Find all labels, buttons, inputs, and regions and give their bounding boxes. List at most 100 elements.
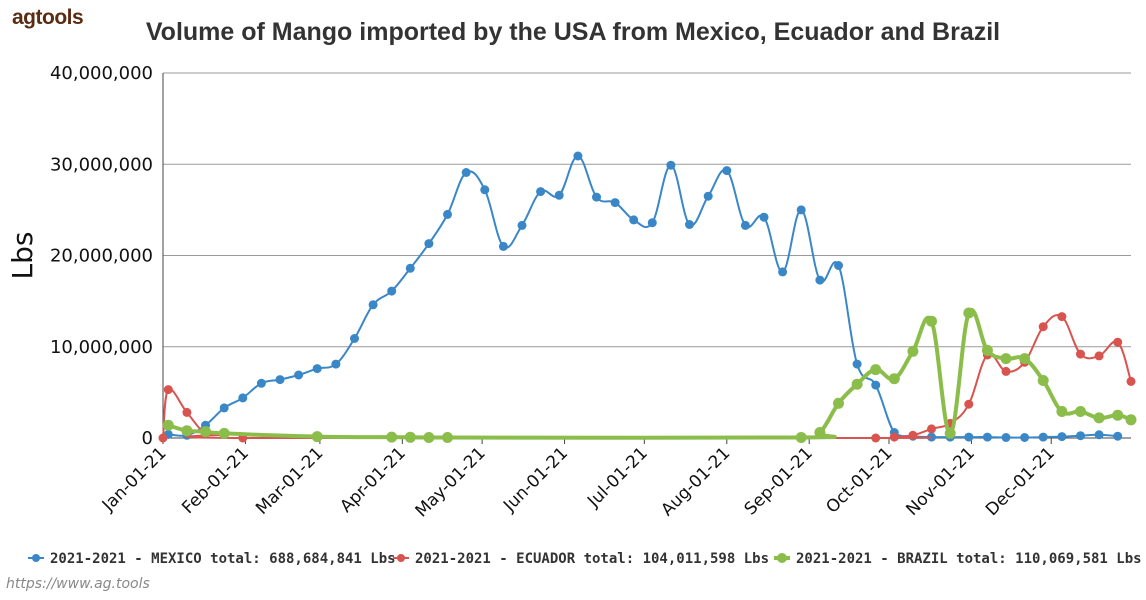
- data-point-0-9[interactable]: [331, 359, 341, 369]
- data-point-0-33[interactable]: [778, 267, 788, 277]
- data-point-2-7[interactable]: [423, 432, 435, 443]
- legend-item[interactable]: 2021-2021 - BRAZIL total: 110,069,581 Lb…: [796, 551, 1142, 567]
- data-point-2-9[interactable]: [795, 432, 807, 443]
- data-point-0-35[interactable]: [815, 275, 825, 285]
- data-point-0-6[interactable]: [275, 375, 285, 385]
- data-point-0-29[interactable]: [703, 191, 713, 201]
- data-point-2-3[interactable]: [218, 427, 230, 439]
- data-point-0-23[interactable]: [592, 192, 601, 202]
- data-point-2-19[interactable]: [981, 344, 993, 356]
- data-point-0-14[interactable]: [424, 239, 434, 249]
- data-point-0-5[interactable]: [256, 378, 266, 388]
- data-point-0-34[interactable]: [796, 205, 806, 215]
- data-point-0-50[interactable]: [1094, 430, 1104, 440]
- data-point-1-19[interactable]: [1113, 337, 1123, 347]
- data-point-0-4[interactable]: [238, 393, 248, 403]
- data-point-2-10[interactable]: [814, 427, 826, 438]
- data-point-0-13[interactable]: [405, 263, 415, 273]
- data-point-0-47[interactable]: [1038, 432, 1048, 442]
- data-point-1-2[interactable]: [182, 407, 192, 417]
- data-point-2-17[interactable]: [944, 427, 956, 439]
- data-point-0-22[interactable]: [573, 151, 583, 161]
- data-point-0-24[interactable]: [610, 198, 620, 208]
- data-point-0-38[interactable]: [871, 380, 881, 390]
- data-point-1-16[interactable]: [1057, 312, 1067, 322]
- data-point-0-32[interactable]: [759, 212, 769, 222]
- data-point-2-20[interactable]: [1000, 353, 1012, 365]
- data-point-1-1[interactable]: [163, 385, 173, 395]
- data-point-0-7[interactable]: [294, 370, 304, 380]
- legend-swatch-marker[interactable]: [32, 554, 40, 562]
- data-point-0-36[interactable]: [834, 261, 843, 270]
- brand-logo[interactable]: agtools: [12, 6, 84, 29]
- data-point-1-0[interactable]: [158, 433, 168, 443]
- x-tick-label: Jan-01-21: [98, 443, 171, 516]
- data-point-0-17[interactable]: [480, 185, 490, 195]
- data-point-2-21[interactable]: [1019, 353, 1031, 365]
- data-point-1-15[interactable]: [1038, 322, 1048, 332]
- data-point-1-17[interactable]: [1076, 349, 1085, 359]
- y-axis-label: Lbs: [6, 232, 39, 280]
- data-point-0-27[interactable]: [666, 160, 676, 170]
- data-point-0-30[interactable]: [722, 166, 732, 176]
- data-point-2-26[interactable]: [1112, 409, 1124, 421]
- data-point-2-23[interactable]: [1056, 406, 1068, 417]
- data-point-0-44[interactable]: [982, 432, 992, 442]
- legend-item[interactable]: 2021-2021 - MEXICO total: 688,684,841 Lb…: [50, 551, 396, 567]
- data-point-0-15[interactable]: [443, 209, 452, 219]
- data-point-0-16[interactable]: [461, 168, 471, 177]
- data-point-2-12[interactable]: [851, 378, 863, 390]
- data-point-2-18[interactable]: [963, 307, 975, 319]
- data-point-2-27[interactable]: [1125, 414, 1137, 426]
- data-point-2-25[interactable]: [1093, 412, 1105, 424]
- data-point-1-11[interactable]: [964, 399, 974, 409]
- data-point-2-15[interactable]: [907, 345, 919, 357]
- data-point-0-28[interactable]: [685, 220, 694, 229]
- data-point-2-11[interactable]: [833, 397, 844, 409]
- data-point-0-8[interactable]: [312, 364, 322, 374]
- data-point-1-9[interactable]: [927, 424, 936, 434]
- data-point-0-25[interactable]: [629, 215, 639, 225]
- series-line-2: [167, 308, 1132, 440]
- data-point-0-21[interactable]: [554, 190, 564, 200]
- data-point-0-37[interactable]: [852, 359, 862, 369]
- data-point-2-14[interactable]: [888, 373, 900, 385]
- data-point-0-19[interactable]: [517, 220, 527, 230]
- data-point-0-48[interactable]: [1057, 432, 1067, 442]
- data-point-2-4[interactable]: [311, 431, 323, 443]
- data-point-0-3[interactable]: [219, 403, 229, 413]
- data-point-2-2[interactable]: [200, 426, 211, 438]
- data-point-2-1[interactable]: [181, 425, 193, 437]
- legend-item[interactable]: 2021-2021 - ECUADOR total: 104,011,598 L…: [415, 551, 769, 567]
- data-point-2-0[interactable]: [162, 419, 174, 431]
- data-point-0-12[interactable]: [387, 286, 397, 296]
- legend-swatch-marker[interactable]: [777, 553, 787, 563]
- data-point-0-49[interactable]: [1076, 431, 1085, 441]
- data-point-2-16[interactable]: [926, 315, 937, 327]
- data-point-0-43[interactable]: [964, 432, 974, 442]
- data-point-1-8[interactable]: [908, 430, 918, 440]
- source-credit[interactable]: https://www.ag.tools: [6, 576, 150, 592]
- data-point-0-31[interactable]: [740, 220, 750, 230]
- data-point-2-5[interactable]: [386, 431, 398, 443]
- data-point-2-24[interactable]: [1075, 406, 1086, 417]
- legend-swatch-marker[interactable]: [397, 554, 405, 562]
- x-tick-label: Apr-01-21: [336, 443, 409, 516]
- data-point-0-45[interactable]: [1001, 433, 1011, 442]
- data-point-2-22[interactable]: [1037, 375, 1049, 386]
- data-point-1-7[interactable]: [889, 432, 899, 442]
- data-point-1-18[interactable]: [1094, 351, 1104, 361]
- data-point-0-51[interactable]: [1113, 431, 1123, 441]
- data-point-0-26[interactable]: [647, 218, 657, 228]
- data-point-0-46[interactable]: [1020, 433, 1030, 442]
- data-point-0-11[interactable]: [368, 300, 378, 310]
- data-point-0-18[interactable]: [498, 241, 508, 251]
- data-point-0-20[interactable]: [536, 187, 546, 197]
- data-point-2-13[interactable]: [870, 364, 882, 376]
- data-point-1-13[interactable]: [1001, 366, 1011, 376]
- data-point-1-20[interactable]: [1126, 376, 1136, 386]
- data-point-2-8[interactable]: [442, 432, 453, 443]
- data-point-2-6[interactable]: [404, 431, 416, 443]
- data-point-1-6[interactable]: [871, 433, 881, 443]
- data-point-0-10[interactable]: [350, 334, 359, 343]
